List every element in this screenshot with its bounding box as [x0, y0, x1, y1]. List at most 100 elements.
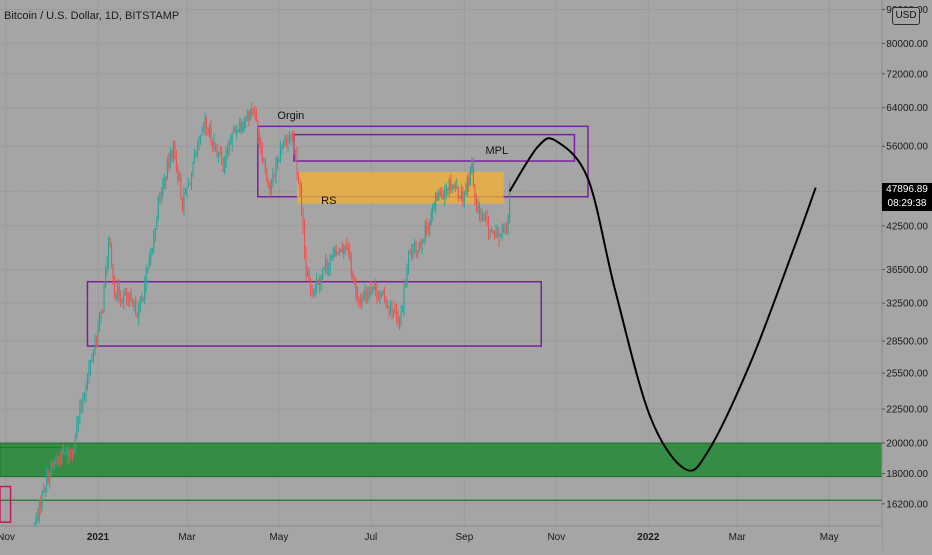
candle-body [47, 472, 49, 483]
candle-body [64, 452, 66, 454]
candle-body [334, 250, 336, 256]
candle [103, 281, 105, 313]
candle-body [153, 233, 155, 248]
candle [453, 183, 455, 190]
candle [331, 254, 333, 261]
candle [338, 247, 340, 256]
candle [141, 293, 143, 303]
candle [448, 177, 450, 198]
candle-body [108, 237, 110, 263]
candle [203, 122, 205, 133]
y-axis[interactable]: 90000.0080000.0072000.0064000.0056000.00… [881, 0, 932, 550]
candle-body [218, 153, 220, 158]
candle [346, 238, 348, 251]
candle-body [456, 185, 458, 188]
candle-body [206, 117, 208, 128]
candle [267, 178, 269, 189]
candle [174, 140, 176, 160]
candle [433, 201, 435, 211]
candle [109, 237, 111, 248]
candle [239, 117, 241, 134]
candle-body [503, 225, 505, 230]
candle [353, 275, 355, 285]
candle-body [193, 155, 196, 164]
currency-button[interactable]: USD [892, 7, 920, 25]
candle [169, 146, 171, 169]
candle-body [251, 108, 253, 114]
candle-body [181, 197, 183, 209]
candle-body [480, 213, 482, 215]
candle-body [328, 269, 330, 271]
candle [117, 279, 119, 301]
candle [329, 254, 331, 276]
candle [392, 309, 395, 318]
candle [129, 291, 131, 307]
x-tick-label: Sep [455, 532, 473, 543]
candle [377, 290, 379, 301]
candle-body [370, 289, 372, 293]
candle-body [184, 192, 186, 194]
candle [82, 392, 84, 414]
candle [41, 490, 43, 512]
candle-body [308, 272, 310, 280]
candle [249, 109, 251, 122]
candle [299, 178, 301, 197]
candle-body [320, 277, 322, 285]
x-tick-label: May [269, 532, 288, 543]
candle-body [118, 286, 120, 297]
candle-body [353, 279, 355, 284]
candle-body [411, 252, 413, 258]
y-tick-label: 64000.00 [886, 103, 928, 114]
candle-body [145, 272, 147, 285]
candle [477, 198, 479, 214]
candle-body [448, 179, 450, 191]
candle [207, 126, 209, 136]
candle [493, 230, 496, 240]
candle-body [392, 310, 395, 312]
candle [352, 270, 354, 280]
candle [181, 196, 183, 213]
candle [172, 140, 174, 164]
candle [177, 163, 179, 185]
candle-body [406, 268, 408, 283]
candle [412, 243, 414, 259]
candle-body [332, 254, 334, 258]
candle-body [171, 150, 173, 159]
candle-body [302, 208, 304, 228]
candle-body [257, 122, 259, 138]
candle-body [358, 299, 360, 302]
green-demand-zone [0, 442, 883, 478]
candle-body [316, 280, 318, 290]
candle [71, 448, 73, 462]
candle [88, 360, 90, 384]
x-axis[interactable]: Nov 2021 Mar May Jul Sep Nov 2022 Mar May [0, 525, 882, 550]
candle [55, 457, 57, 465]
candle [77, 416, 79, 432]
candle-body [326, 260, 328, 270]
candle-body [447, 189, 449, 191]
candle-body [281, 144, 283, 148]
candle-body [481, 213, 483, 215]
candle [504, 223, 506, 235]
candle-body [507, 216, 509, 233]
candle [463, 190, 465, 209]
candle-body [83, 394, 85, 398]
candle [302, 207, 304, 235]
candle-body [346, 246, 348, 250]
candle [98, 311, 101, 333]
candle [252, 107, 254, 116]
candle-body [472, 162, 474, 186]
candle [275, 157, 277, 184]
candle [64, 452, 66, 457]
candle [231, 131, 233, 152]
candle [380, 291, 382, 299]
candle-body [88, 367, 90, 376]
candle [198, 135, 200, 151]
candle [258, 129, 260, 149]
candle-body [412, 245, 414, 259]
mid-range-box [86, 280, 543, 347]
x-tick-label: Nov [547, 532, 565, 543]
candle [507, 213, 509, 236]
